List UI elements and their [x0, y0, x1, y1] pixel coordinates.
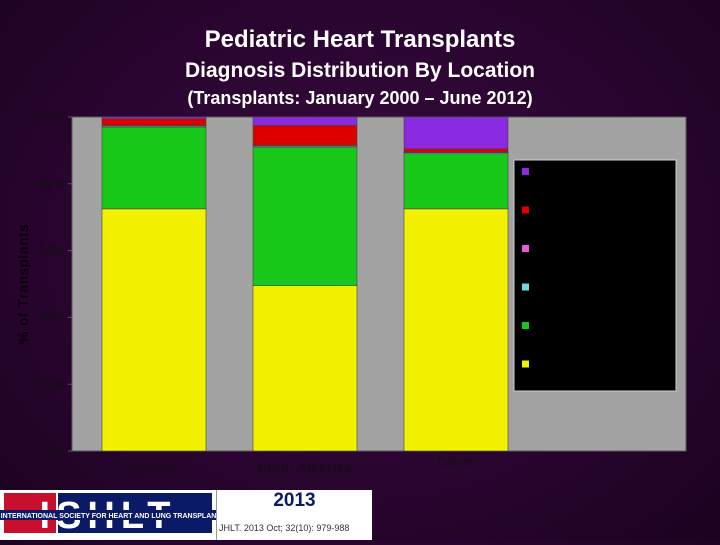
- y-axis-label: % of Transplants: [15, 223, 31, 345]
- bar-segment: [101, 126, 207, 210]
- legend-swatch: [522, 245, 529, 252]
- bar-segment: [252, 146, 358, 286]
- y-tick-label: 60%: [39, 244, 66, 258]
- y-tick-label: 80%: [39, 177, 66, 191]
- y-tick-label: 20%: [39, 377, 66, 391]
- legend-swatch: [522, 360, 529, 368]
- stacked-bar-chart: 0% 20% 40% 60% 80% 100% Europe North America Oth…: [31, 110, 687, 475]
- citation-box: 2013 JHLT. 2013 Oct; 32(10): 979-988: [216, 490, 372, 540]
- chart-subtitle: Diagnosis Distribution By Location: [184, 59, 536, 82]
- ishlt-logo: ISHLT ISHLT • INTERNATIONAL SOCIETY FOR …: [0, 490, 241, 540]
- logo-tagline: ISHLT • INTERNATIONAL SOCIETY FOR HEART …: [0, 513, 216, 520]
- legend-swatch: [522, 168, 529, 175]
- chart-date-range: (Transplants: January 2000 – June 2012): [187, 88, 533, 108]
- x-tick-label: Other: [437, 454, 475, 469]
- legend-swatch: [522, 283, 529, 291]
- x-tick-label: North America: [257, 460, 352, 475]
- legend-swatch: [522, 322, 529, 329]
- bar-segment: [252, 285, 358, 452]
- legend-swatch: [522, 206, 529, 214]
- bar-segment: [403, 116, 509, 150]
- bar-segment: [252, 125, 358, 146]
- chart-title: Pediatric Heart Transplants: [204, 26, 516, 53]
- journal-citation: JHLT. 2013 Oct; 32(10): 979-988: [219, 523, 350, 533]
- bar-segment: [101, 118, 207, 126]
- legend-box: [513, 159, 677, 392]
- x-tick-label: Europe: [130, 460, 178, 475]
- y-tick-label: 0%: [47, 444, 66, 458]
- bar-segment: [252, 116, 358, 126]
- bar-segment: [403, 153, 509, 210]
- y-tick-label: 40%: [39, 310, 66, 324]
- y-tick-label: 100%: [31, 110, 66, 124]
- bar-segment: [101, 208, 207, 452]
- bar-segment: [403, 208, 509, 452]
- bar-segment: [403, 148, 509, 153]
- publication-year: 2013: [273, 490, 316, 511]
- ishlt-logo-graphic: ISHLT ISHLT • INTERNATIONAL SOCIETY FOR …: [0, 490, 241, 540]
- bar-segment: [101, 116, 207, 119]
